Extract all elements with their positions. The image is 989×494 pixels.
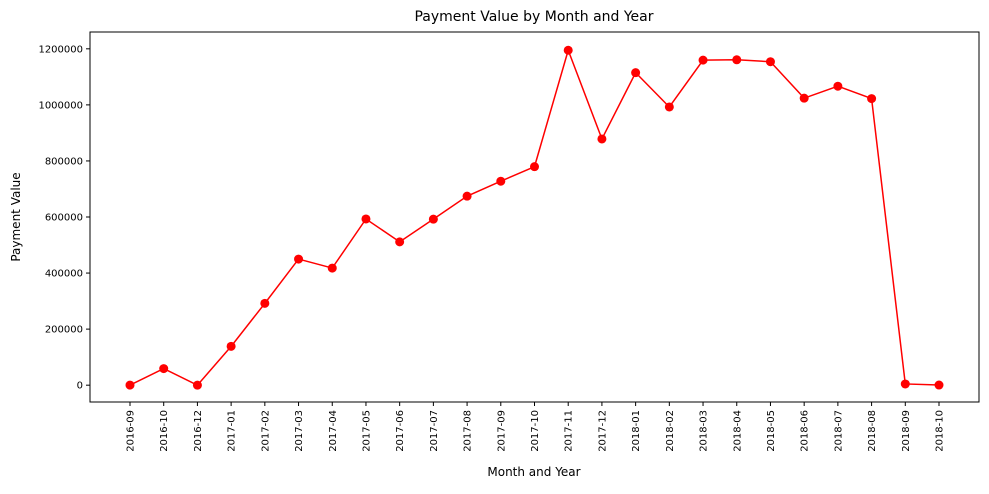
x-tick-label: 2017-04 — [328, 410, 339, 452]
data-point — [530, 162, 539, 172]
data-point — [496, 176, 506, 186]
x-tick-label: 2017-01 — [227, 410, 238, 452]
plot-area-frame — [89, 31, 980, 403]
x-tick-label: 2017-02 — [260, 410, 271, 452]
data-point — [765, 57, 775, 67]
data-point — [833, 81, 843, 91]
x-tick-label: 2018-07 — [833, 410, 844, 452]
x-tick-label: 2016-12 — [193, 410, 204, 452]
y-axis: 0 200000 400000 600000 800000 1000000 1200000 — [38, 44, 90, 392]
x-tick-label: 2018-04 — [732, 410, 743, 452]
x-tick-label: 2017-05 — [361, 410, 372, 452]
data-point — [732, 55, 742, 65]
y-tick-label: 800000 — [45, 156, 83, 167]
y-tick-label: 400000 — [45, 269, 83, 280]
x-tick-label: 2018-06 — [800, 410, 811, 452]
x-tick-label: 2018-02 — [665, 410, 676, 452]
data-point — [294, 254, 304, 264]
x-tick-label: 2018-10 — [935, 410, 946, 452]
data-point — [125, 380, 135, 390]
data-point — [664, 102, 674, 112]
x-tick-label: 2016-09 — [126, 410, 137, 452]
data-point — [631, 68, 641, 78]
data-point — [260, 298, 270, 308]
y-tick-label: 1000000 — [38, 100, 83, 111]
data-point — [226, 341, 236, 351]
data-point — [395, 237, 405, 247]
x-tick-label: 2017-10 — [530, 410, 541, 452]
x-tick-label: 2017-11 — [564, 410, 575, 452]
x-tick-label: 2017-09 — [496, 410, 507, 452]
data-point — [563, 45, 573, 55]
data-point — [159, 364, 169, 374]
series-layer — [125, 45, 944, 390]
data-point — [327, 263, 337, 273]
data-point — [462, 191, 472, 201]
x-tick-label: 2017-08 — [463, 410, 474, 452]
data-point — [428, 214, 438, 224]
x-tick-label: 2017-06 — [395, 410, 406, 452]
y-tick-label: 600000 — [45, 213, 83, 224]
x-tick-label: 2018-05 — [766, 410, 777, 452]
x-axis: 2016-09 2016-10 2016-12 2017-01 2017-02 2017-… — [126, 402, 946, 452]
data-point — [698, 55, 708, 65]
x-axis-label: Month and Year — [487, 465, 580, 479]
data-point — [192, 380, 202, 390]
chart-title: Payment Value by Month and Year — [414, 9, 653, 25]
x-tick-label: 2016-10 — [159, 410, 170, 452]
data-point — [934, 380, 944, 390]
x-tick-label: 2017-12 — [597, 410, 608, 452]
y-tick-label: 0 — [77, 381, 83, 392]
y-tick-label: 1200000 — [38, 44, 83, 55]
series-line — [129, 47, 940, 387]
data-point — [799, 93, 809, 103]
y-tick-label: 200000 — [45, 325, 83, 336]
x-tick-label: 2017-03 — [294, 410, 305, 452]
x-tick-label: 2018-01 — [631, 410, 642, 452]
x-tick-label: 2018-03 — [699, 410, 710, 452]
y-axis-label: Payment Value — [9, 172, 23, 261]
x-tick-label: 2018-08 — [867, 410, 878, 452]
x-tick-label: 2018-09 — [901, 410, 912, 452]
data-point — [597, 134, 607, 144]
data-point — [361, 214, 371, 224]
data-point — [900, 379, 910, 389]
x-tick-label: 2017-07 — [429, 410, 440, 452]
data-point — [867, 94, 877, 104]
